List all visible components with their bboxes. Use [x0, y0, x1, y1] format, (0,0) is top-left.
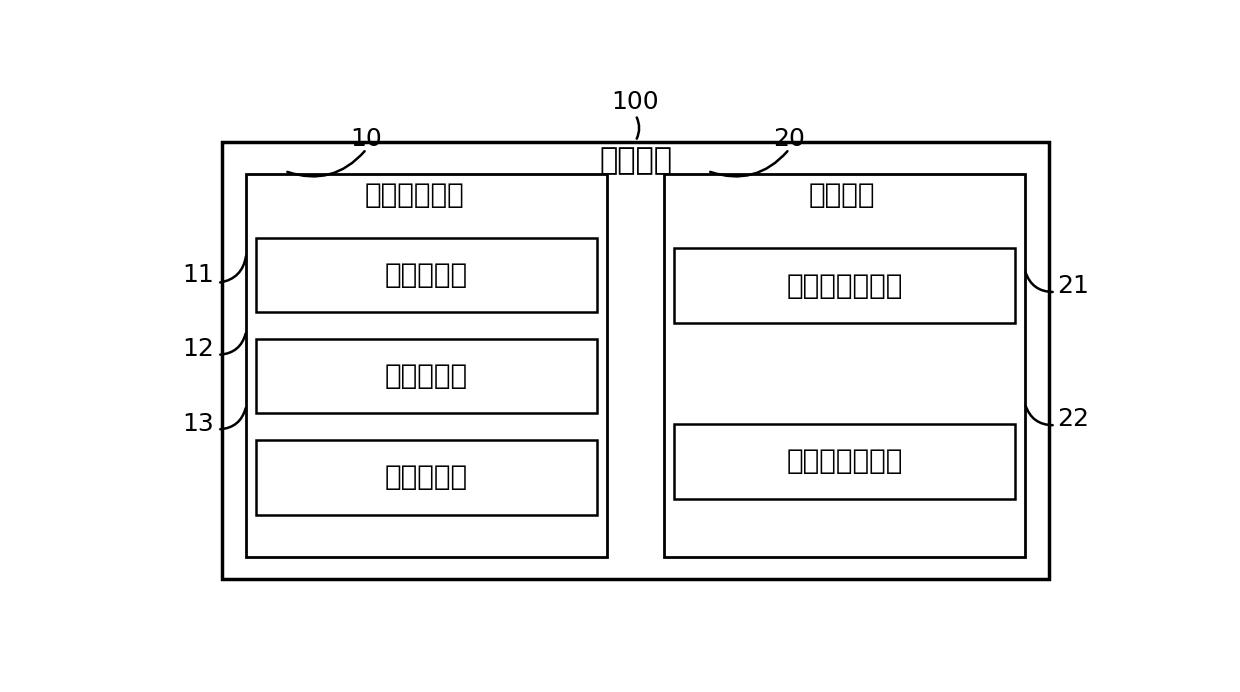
Text: 写入数据模块: 写入数据模块 [365, 181, 464, 209]
Bar [255, 339, 596, 413]
Text: 判断子模块: 判断子模块 [384, 362, 467, 390]
Text: 写入子模块: 写入子模块 [384, 464, 467, 491]
Text: 10: 10 [351, 127, 382, 151]
Text: 21: 21 [1056, 273, 1089, 298]
Text: 11: 11 [182, 263, 215, 287]
Text: 第一恢复子模块: 第一恢复子模块 [786, 271, 903, 300]
Bar [665, 174, 1024, 557]
Bar [675, 424, 1016, 499]
Text: 第二恢复子模块: 第二恢复子模块 [786, 447, 903, 475]
Bar [255, 237, 596, 312]
Text: 更新子模块: 更新子模块 [384, 261, 467, 289]
Text: 100: 100 [611, 90, 660, 113]
Bar [255, 440, 596, 515]
Text: 恢复模块: 恢复模块 [808, 181, 875, 209]
Text: 20: 20 [774, 127, 805, 151]
Text: 固态硬盘: 固态硬盘 [599, 146, 672, 175]
Bar [675, 248, 1016, 322]
Text: 13: 13 [182, 412, 215, 436]
Bar [247, 174, 606, 557]
Text: 12: 12 [182, 338, 215, 361]
Text: 22: 22 [1056, 407, 1089, 430]
Bar [222, 142, 1049, 579]
